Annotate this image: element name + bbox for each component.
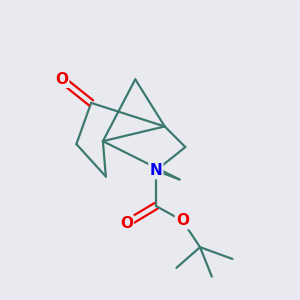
Text: O: O xyxy=(120,216,133,231)
Text: O: O xyxy=(55,72,68,87)
Text: O: O xyxy=(176,213,189,228)
Text: N: N xyxy=(149,163,162,178)
